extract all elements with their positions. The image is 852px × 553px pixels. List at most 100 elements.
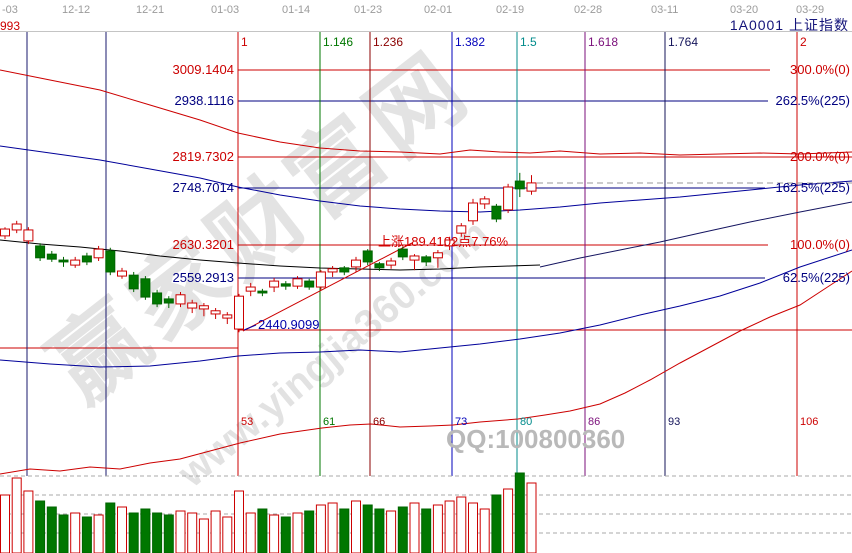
volume-bar bbox=[468, 502, 478, 553]
volume-bar bbox=[128, 512, 139, 553]
candle-body bbox=[526, 182, 537, 192]
low-price-label: 2440.9099 bbox=[258, 317, 320, 332]
bar-count-label: 86 bbox=[588, 416, 601, 428]
candle-body bbox=[351, 259, 361, 268]
volume-bar bbox=[187, 512, 198, 553]
upper-band-red bbox=[0, 69, 852, 156]
price-level-label: 2630.3201 bbox=[172, 237, 234, 252]
volume-bar bbox=[35, 500, 46, 553]
date-tick-label: 01-23 bbox=[354, 4, 383, 16]
volume-bar bbox=[444, 500, 455, 553]
volume-bar bbox=[140, 508, 151, 553]
candle-body bbox=[444, 239, 455, 247]
bar-count-label: 80 bbox=[520, 416, 533, 428]
candle-body bbox=[58, 259, 69, 263]
symbol-title: 1A0001 上证指数 bbox=[729, 17, 849, 33]
date-tick-label: 12-12 bbox=[62, 4, 91, 16]
volume-bar bbox=[351, 500, 361, 553]
candle-body bbox=[339, 267, 350, 273]
volume-bar bbox=[432, 504, 443, 553]
ma-long-navy bbox=[539, 201, 852, 268]
volume-bar bbox=[339, 508, 350, 553]
fib-ratio-label: 1.146 bbox=[323, 35, 354, 49]
volume-bar bbox=[421, 508, 432, 553]
candle-body bbox=[491, 205, 502, 220]
lower-band-navy bbox=[0, 249, 852, 368]
volume-bar bbox=[397, 506, 408, 553]
candle-body bbox=[175, 294, 186, 305]
percent-level-label: 62.5%(225) bbox=[782, 270, 850, 285]
volume-bar bbox=[152, 512, 163, 553]
date-tick-label: 01-03 bbox=[211, 4, 240, 16]
fib-ratio-label: 2 bbox=[800, 35, 807, 49]
percent-level-label: 300.0%(0) bbox=[790, 62, 850, 77]
bar-count-label: 106 bbox=[800, 416, 819, 428]
volume-bar bbox=[362, 504, 373, 553]
corner-price-fragment: 993 bbox=[0, 19, 21, 33]
candle-body bbox=[11, 223, 22, 231]
candle-body bbox=[128, 274, 139, 290]
date-tick-label: 01-14 bbox=[282, 4, 311, 16]
volume-bar bbox=[234, 490, 244, 553]
bar-count-label: 53 bbox=[241, 416, 254, 428]
candle-body bbox=[327, 268, 338, 273]
volume-bar bbox=[269, 514, 280, 553]
candle-body bbox=[163, 298, 174, 304]
volume-bar bbox=[257, 508, 268, 553]
volume-bar bbox=[409, 502, 420, 553]
candle-body bbox=[152, 292, 163, 305]
bar-count-label: 93 bbox=[668, 416, 681, 428]
price-level-label: 2819.7302 bbox=[172, 149, 234, 164]
candle-body bbox=[409, 255, 420, 261]
percent-level-label: 262.5%(225) bbox=[775, 93, 850, 108]
volume-bar bbox=[456, 496, 467, 553]
candle-body bbox=[503, 186, 514, 211]
date-tick-label: 02-28 bbox=[574, 4, 603, 16]
candle-body bbox=[269, 280, 280, 288]
candle-body bbox=[93, 248, 104, 259]
gain-annotation: 上涨189.4102点7.76% bbox=[378, 234, 509, 249]
volume-bar bbox=[23, 490, 34, 553]
candle-body bbox=[280, 283, 291, 287]
fib-ratio-label: 1.764 bbox=[668, 35, 699, 49]
candle-body bbox=[245, 286, 256, 292]
volume-bar bbox=[327, 502, 338, 553]
volume-bar bbox=[315, 504, 326, 553]
candle-body bbox=[198, 305, 209, 310]
volume-bar bbox=[81, 516, 92, 553]
bar-count-label: 61 bbox=[323, 416, 336, 428]
volume-bar bbox=[304, 510, 315, 553]
candle-body bbox=[468, 202, 478, 222]
bar-count-label: 73 bbox=[455, 416, 468, 428]
fib-ratio-label: 1 bbox=[241, 35, 248, 49]
bar-count-label: 66 bbox=[373, 416, 386, 428]
volume-bar bbox=[175, 510, 186, 553]
candle-body bbox=[304, 280, 315, 288]
candle-body bbox=[81, 255, 92, 263]
candle-body bbox=[117, 270, 127, 277]
candle-body bbox=[140, 278, 151, 298]
volume-bar bbox=[280, 516, 291, 553]
low-connector bbox=[243, 324, 257, 331]
candle-body bbox=[456, 225, 467, 234]
percent-level-label: 162.5%(225) bbox=[775, 180, 850, 195]
header-separator bbox=[0, 31, 852, 32]
candle-body bbox=[46, 253, 57, 260]
percent-level-label: 200.0%(0) bbox=[790, 149, 850, 164]
percent-level-label: 100.0%(0) bbox=[790, 237, 850, 252]
price-level-label: 2938.1116 bbox=[174, 93, 234, 108]
volume-bar bbox=[503, 488, 514, 553]
volume-bar bbox=[374, 508, 385, 553]
watermark-qq-text: QQ:100800360 bbox=[446, 424, 626, 454]
date-tick-label: 03-11 bbox=[651, 4, 679, 16]
volume-bar bbox=[163, 514, 174, 553]
candle-body bbox=[187, 302, 198, 309]
candle-body bbox=[374, 263, 385, 269]
candle-body bbox=[257, 290, 268, 294]
candle-body bbox=[35, 245, 46, 259]
volume-bar bbox=[105, 502, 116, 553]
date-tick-label: 03-29 bbox=[796, 4, 825, 16]
candle-body bbox=[479, 198, 490, 205]
